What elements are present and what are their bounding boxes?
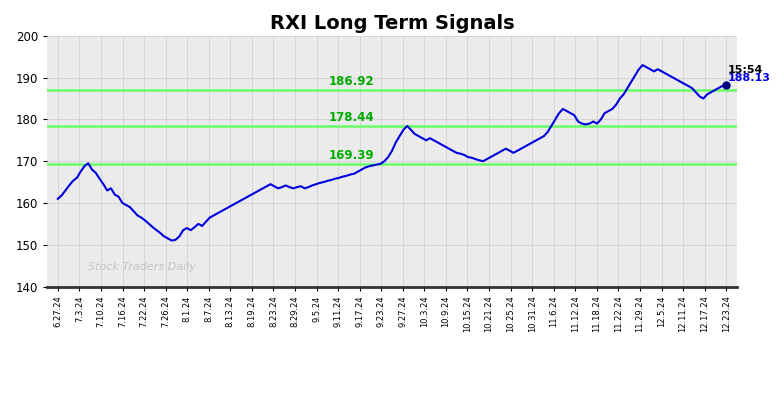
Title: RXI Long Term Signals: RXI Long Term Signals bbox=[270, 14, 514, 33]
Text: 178.44: 178.44 bbox=[329, 111, 375, 124]
Text: 169.39: 169.39 bbox=[329, 148, 375, 162]
Text: 188.13: 188.13 bbox=[728, 73, 770, 83]
Text: 186.92: 186.92 bbox=[329, 75, 375, 88]
Text: Stock Traders Daily: Stock Traders Daily bbox=[89, 261, 197, 271]
Text: 15:54: 15:54 bbox=[728, 65, 763, 75]
